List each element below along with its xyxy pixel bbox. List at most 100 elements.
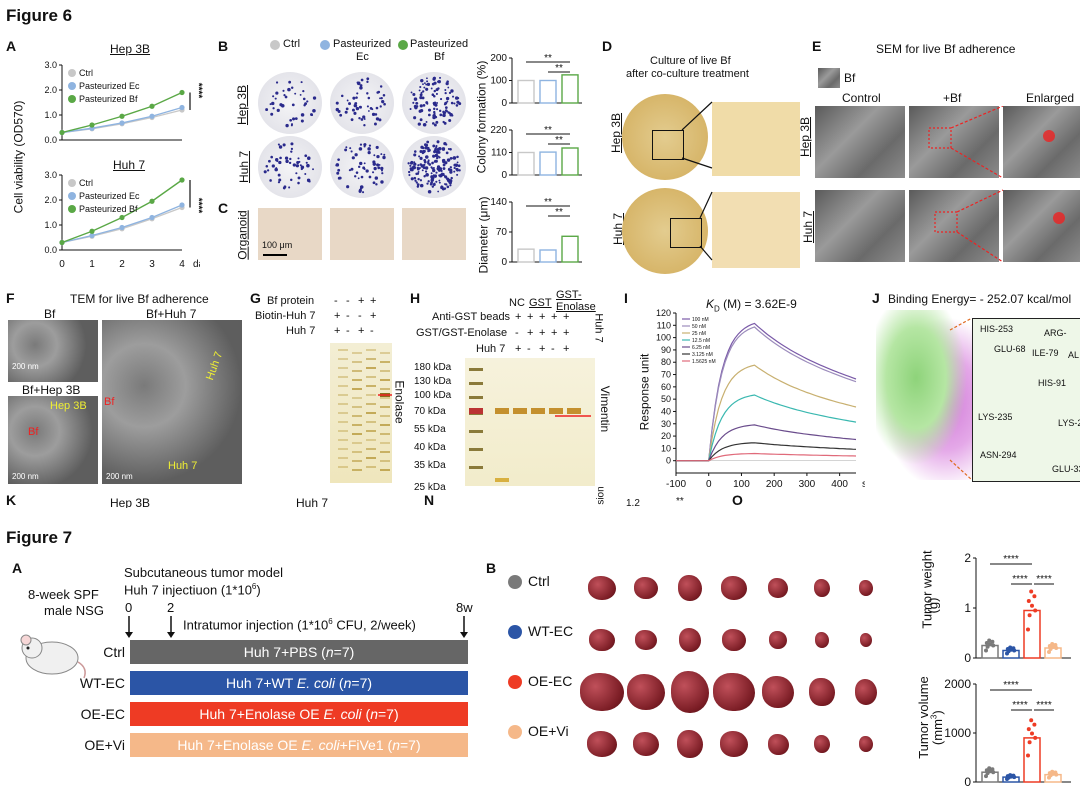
k-sion: sion — [595, 486, 607, 505]
colony-dot — [355, 96, 358, 99]
legend-dot-oe+vi — [508, 725, 522, 739]
h-sign: - — [551, 343, 555, 355]
g-sign: - — [370, 325, 374, 337]
colony-dot — [448, 118, 452, 122]
gel-g-band — [352, 424, 362, 426]
tem-bf-hep3b — [8, 396, 98, 484]
h-row-huh7: Huh 7 — [476, 343, 506, 355]
tem-annot-bf-b: Bf — [28, 426, 39, 438]
tumor-photo — [854, 679, 878, 705]
ytick-label-bc0: 200 — [490, 53, 507, 64]
gel-g-band — [380, 442, 390, 444]
colony-dot — [413, 97, 418, 101]
colony-dot — [439, 76, 442, 79]
legend-ec-l1: Pasteurized — [333, 38, 392, 50]
colony-dot — [372, 160, 376, 164]
gel-g-band — [366, 421, 376, 423]
panel-e-col-enlarged: Enlarged — [1026, 91, 1075, 105]
colony-dot — [432, 168, 436, 173]
legend-dot-ctrl — [270, 40, 280, 51]
colony-dot — [453, 166, 456, 170]
colony-dot — [452, 95, 455, 98]
colony-dot — [444, 101, 448, 105]
colony-dot — [362, 115, 366, 119]
colony-dot — [433, 95, 436, 98]
colony-dot — [371, 112, 376, 117]
gel-g-band — [338, 349, 348, 351]
panel-g-label: G — [250, 290, 261, 306]
colony-dot — [304, 173, 307, 176]
colony-dot — [441, 147, 446, 151]
gel-h-band — [567, 408, 581, 414]
colony-dot — [436, 102, 439, 104]
ytick-label-a0: 3.0 — [44, 60, 57, 70]
panel-e-row-hep3b: Hep 3B — [798, 116, 813, 158]
point-a0 — [89, 122, 95, 128]
colony-dot — [290, 178, 293, 182]
colony-dot — [422, 104, 426, 107]
tumor-photo — [814, 579, 830, 597]
colony-dot — [383, 102, 386, 106]
panel-i-title: KD (M) = 3.62E-9 — [706, 297, 797, 314]
colony-dot — [418, 109, 422, 113]
gel-g-band — [366, 376, 376, 378]
gel-h-ladder-band — [469, 396, 483, 399]
colony-dot — [375, 145, 379, 149]
sem-huh7-control — [815, 190, 905, 262]
gel-g-band — [380, 433, 390, 435]
colony-dot — [359, 86, 363, 90]
colony-dot — [276, 108, 280, 112]
colony-dot — [424, 155, 429, 159]
colony-dot — [308, 180, 311, 183]
gel-g-band — [366, 358, 376, 360]
colony-dot — [458, 169, 461, 172]
residue-label: GLU-68 — [994, 344, 1026, 354]
point-7b0 — [985, 644, 990, 649]
point-a0 — [149, 103, 155, 109]
colony-dot — [373, 154, 376, 157]
colony-dot — [432, 166, 435, 170]
g-sign: + — [370, 310, 377, 322]
colony-dot — [417, 164, 420, 167]
tumor-photo — [626, 674, 666, 710]
colony-dot — [350, 150, 353, 153]
colony-dot — [266, 169, 270, 172]
plate-hep3b-zoom-box — [652, 130, 684, 160]
colony-dot — [377, 90, 381, 94]
gel-g-band — [380, 379, 390, 381]
fig7-t8w: 8w — [456, 600, 473, 615]
legend-label-a0: Ctrl — [79, 68, 93, 78]
colony-dot — [456, 155, 459, 159]
colony-dot — [268, 159, 271, 163]
colony-dot — [449, 166, 453, 169]
panel-f-label-bf-hep3b: Bf+Hep 3B — [22, 383, 81, 397]
gel-g-band — [380, 406, 390, 408]
h-marker: 180 kDa — [414, 362, 452, 373]
silver-gel-h — [465, 358, 595, 486]
legend-dot-ec — [320, 40, 330, 51]
colony-dot — [344, 110, 348, 114]
fig7-panel-b-label: B — [486, 560, 497, 576]
gel-g-band — [352, 469, 362, 471]
gel-g-band — [338, 412, 348, 414]
colony-dot — [337, 168, 341, 172]
colony-dot — [422, 166, 426, 170]
colony-dot — [445, 82, 449, 86]
colony-dot — [271, 101, 275, 106]
colony-dot — [417, 177, 420, 181]
colony-dot — [436, 108, 439, 111]
g-sign: - — [358, 310, 362, 322]
colony-dot — [415, 172, 418, 176]
gel-h-band — [513, 408, 527, 414]
organoid-ec — [330, 208, 394, 260]
colony-dot — [433, 81, 437, 85]
panel-h-signs: + + + + + - + + + + + - + - + — [515, 311, 595, 357]
panel-g-band: Enolase — [392, 380, 407, 424]
gel-g-band — [380, 424, 390, 426]
k-12: 1.2 — [626, 498, 640, 509]
ytick-label-a0: 0.0 — [44, 135, 57, 145]
colony-dot — [434, 153, 439, 158]
ytick-label-i: 20 — [661, 431, 671, 441]
colony-dot — [379, 85, 383, 88]
colony-dot — [367, 96, 371, 100]
